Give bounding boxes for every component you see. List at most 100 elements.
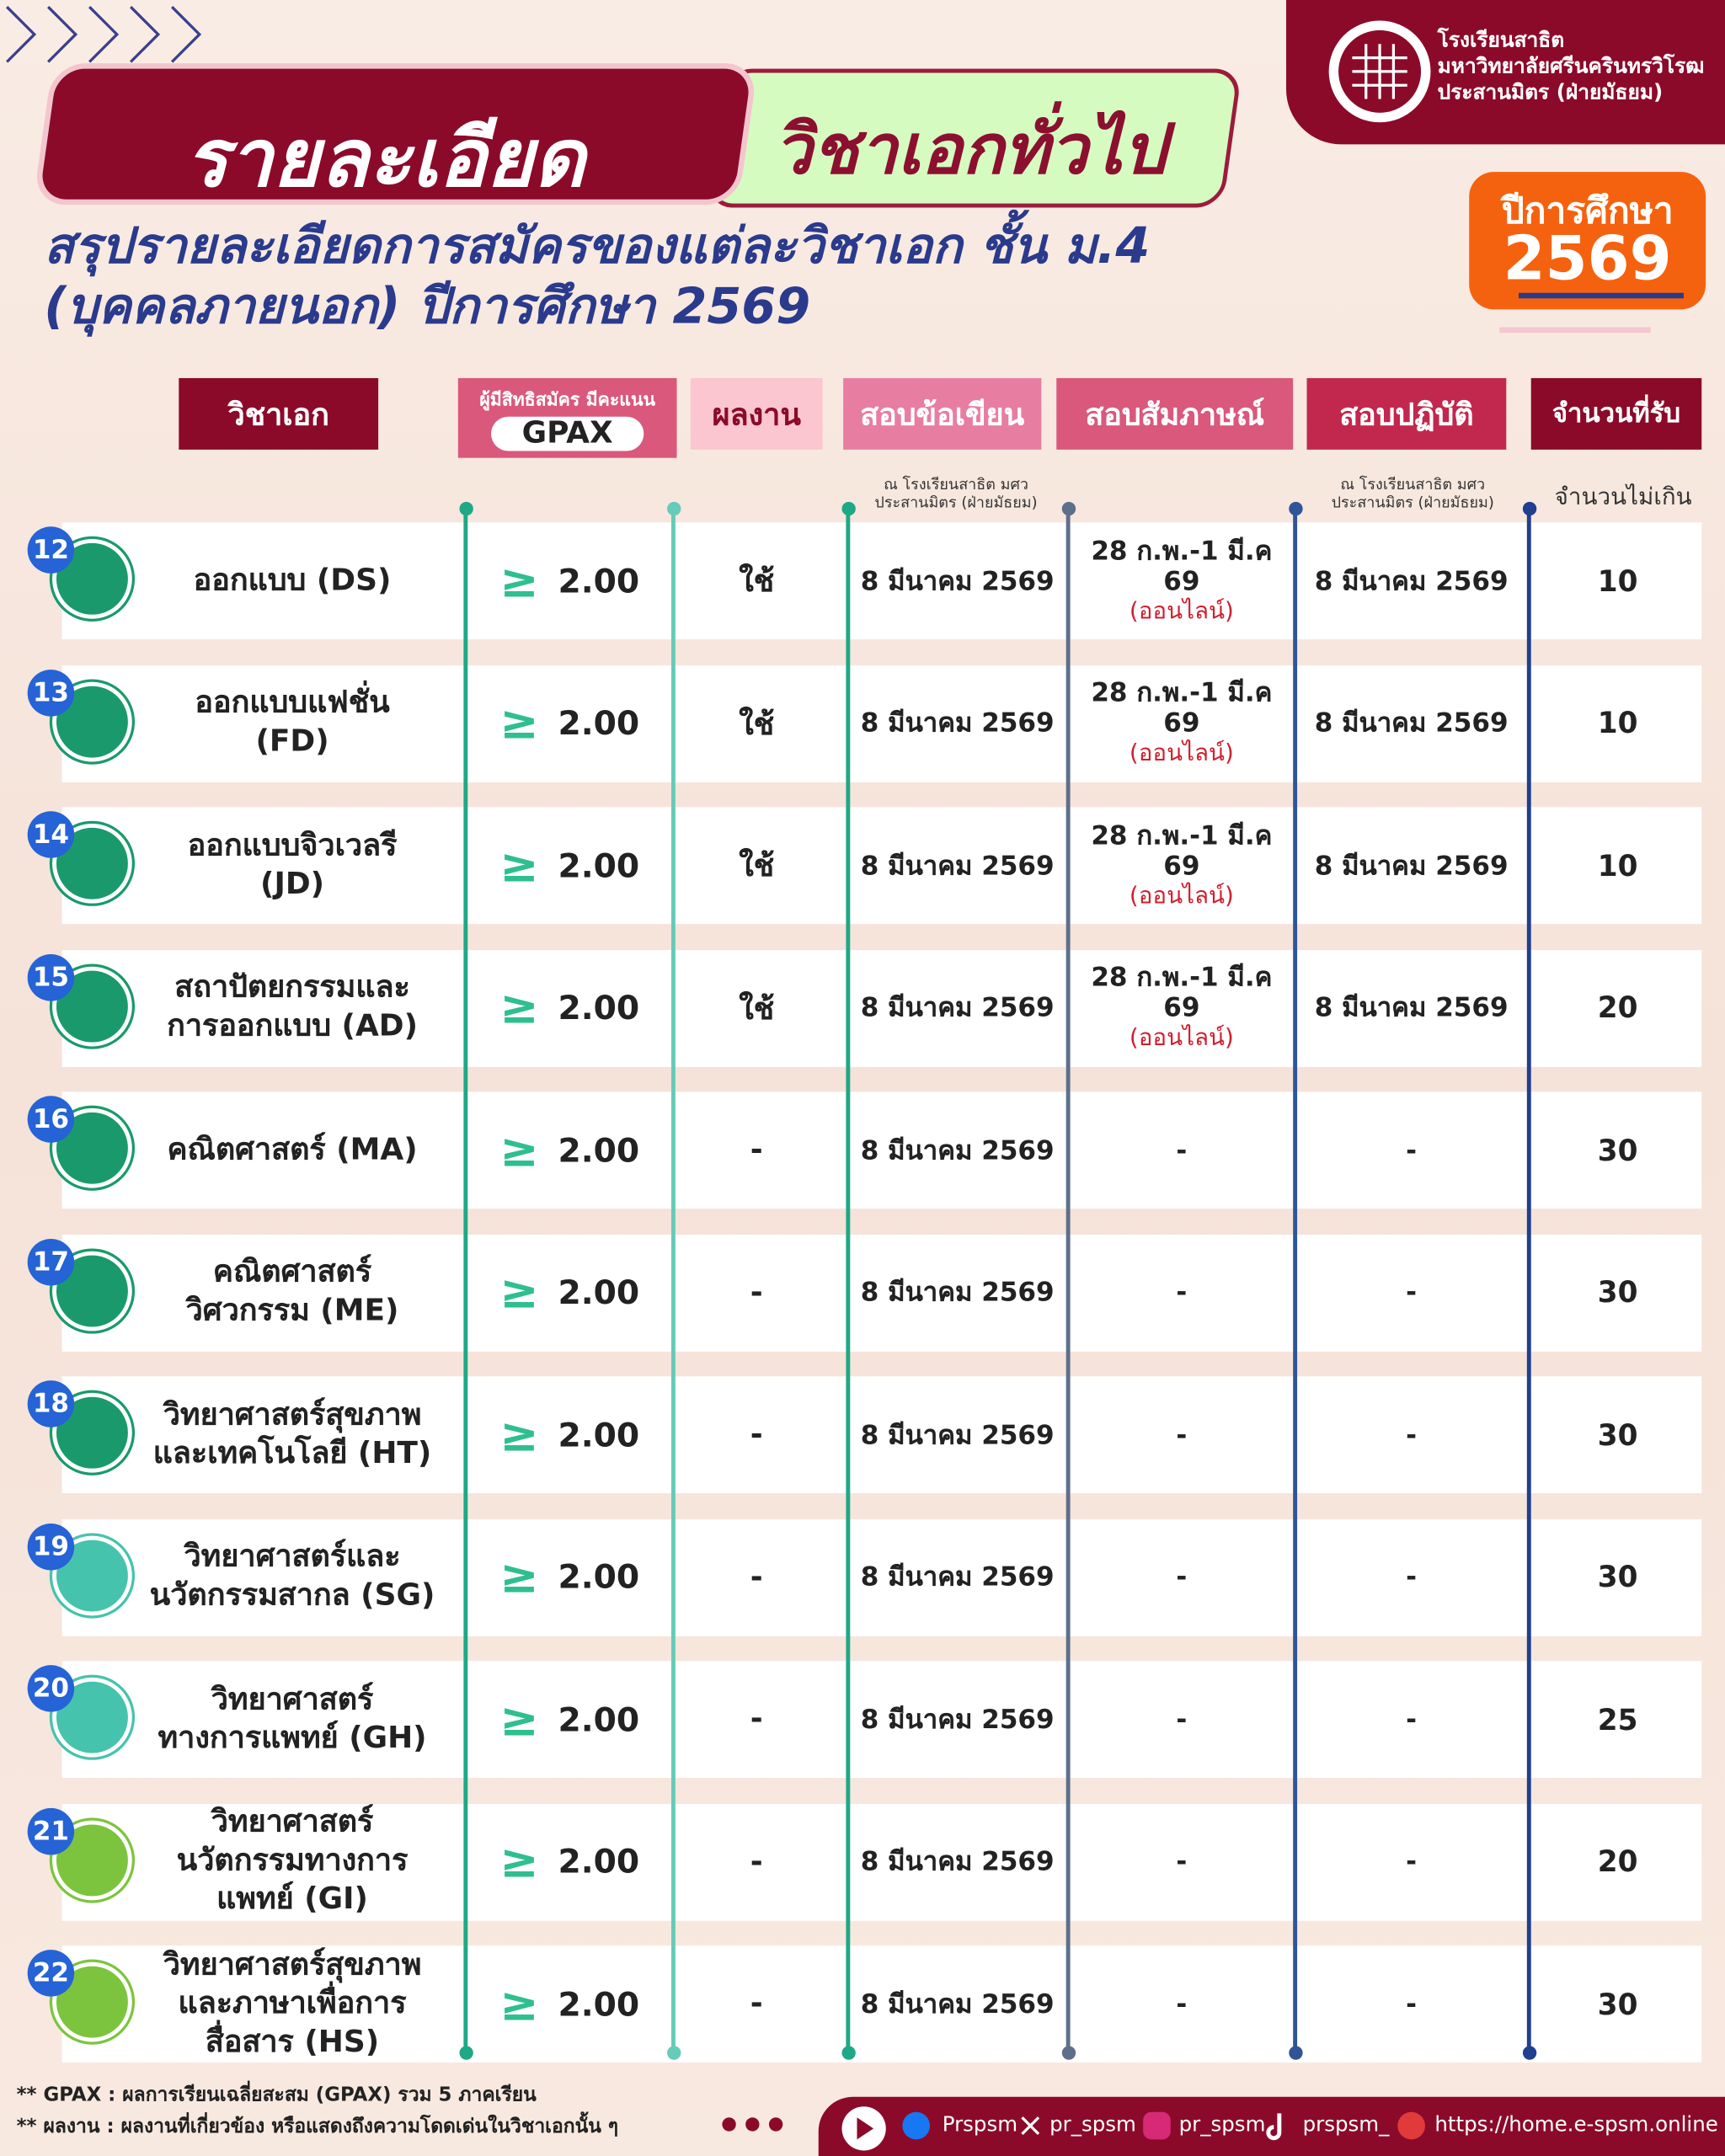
seats-text: 30 <box>1597 1276 1638 1310</box>
table-row: คณิตศาสตร์ วิศวกรรม (ME) ≥2.00-8 มีนาคม 25… <box>61 1234 1702 1352</box>
major-name-line: นวัตกรรมทางการ <box>176 1844 409 1879</box>
gpax-cell: ≥2.00 <box>467 1091 671 1209</box>
x-handle: pr_spsm <box>1049 2111 1136 2137</box>
practical: - <box>1300 1234 1523 1351</box>
major-name-line: วิทยาศาสตร์ <box>211 1682 374 1717</box>
interview-text: - <box>1176 1134 1188 1166</box>
note-line: ประสานมิตร (ฝ่ายมัธยม) <box>1331 494 1494 512</box>
play-icon <box>841 2106 886 2151</box>
table-row: ออกแบบ (DS) ≥2.00 ใช้ 8 มีนาคม 2569 28 ก.พ.-… <box>61 522 1702 640</box>
seats: 30 <box>1534 1234 1701 1351</box>
gpax-value: 2.00 <box>558 1130 640 1170</box>
practical-text: - <box>1406 1561 1418 1593</box>
header-practical: สอบปฏิบัติ <box>1306 377 1507 450</box>
written-text: 8 มีนาคม 2569 <box>860 1561 1055 1593</box>
interview: - <box>1071 1661 1294 1778</box>
column-divider <box>1060 501 1076 2060</box>
facebook-icon <box>902 2111 931 2140</box>
note-written: ณ โรงเรียนสาธิต มศว ประสานมิตร (ฝ่ายมัธย… <box>846 476 1065 511</box>
divider-dot <box>841 2046 856 2060</box>
note-line: ประสานมิตร (ฝ่ายมัธยม) <box>874 494 1038 512</box>
practical: - <box>1300 1661 1523 1778</box>
practical: 8 มีนาคม 2569 <box>1300 522 1523 639</box>
practical-text: 8 มีนาคม 2569 <box>1314 565 1509 596</box>
gpax-symbol: ≥ <box>499 1691 539 1748</box>
seats-text: 10 <box>1597 707 1638 740</box>
written: 8 มีนาคม 2569 <box>850 522 1065 639</box>
portfolio: ใช้ <box>688 949 825 1066</box>
portfolio: ใช้ <box>688 664 825 782</box>
gpax-value: 2.00 <box>558 561 640 600</box>
column-divider <box>1522 501 1536 2060</box>
practical-text: - <box>1406 1988 1418 2020</box>
seats: 30 <box>1534 1376 1701 1493</box>
major-name-line: คณิตศาสตร์ (MA) <box>167 1132 418 1167</box>
major-name-line: วิทยาศาสตร์สุขภาพ <box>163 1397 422 1433</box>
row-number: 14 <box>27 811 75 858</box>
major-name-line: และเทคโนโลยี (HT) <box>152 1436 432 1471</box>
practical: - <box>1300 1803 1523 1920</box>
interview-note: (ออนไลน์) <box>1129 739 1234 768</box>
written: 8 มีนาคม 2569 <box>850 1518 1065 1636</box>
gpax-cell: ≥2.00 <box>467 807 671 924</box>
gpax-note: ผู้มีสิทธิสมัคร มีคะแนน <box>479 390 655 412</box>
header-seats: จำนวนที่รับ <box>1530 377 1702 450</box>
portfolio: - <box>688 1376 825 1493</box>
practical: 8 มีนาคม 2569 <box>1300 664 1523 782</box>
school-name: โรงเรียนสาธิต มหาวิทยาลัยศรีนครินทรวิโรฒ… <box>1438 28 1705 106</box>
interview: 28 ก.พ.-1 มี.ค 69 (ออนไลน์) <box>1071 807 1294 924</box>
note-practical: ณ โรงเรียนสาธิต มศว ประสานมิตร (ฝ่ายมัธย… <box>1303 476 1523 511</box>
subtitle-line: (บุคคลภายนอก) ปีการศึกษา 2569 <box>44 279 811 336</box>
header-major: วิชาเอก <box>179 377 379 450</box>
major-name: วิทยาศาสตร์สุขภาพ และเทคโนโลยี (HT) <box>137 1376 446 1493</box>
written: 8 มีนาคม 2569 <box>850 1661 1065 1778</box>
row-number: 22 <box>27 1950 75 1997</box>
portfolio-text: ใช้ <box>739 565 775 600</box>
gpax-value: 2.00 <box>558 1273 640 1312</box>
row-number: 13 <box>27 669 75 716</box>
school-logo <box>1328 20 1431 123</box>
interview: - <box>1071 1376 1294 1493</box>
gpax-cell: ≥2.00 <box>467 1518 671 1636</box>
seats-text: 30 <box>1597 1561 1638 1594</box>
portfolio: - <box>688 1803 825 1920</box>
portfolio-text: - <box>750 1275 763 1310</box>
major-icon <box>52 1392 132 1473</box>
row-number: 18 <box>27 1380 75 1428</box>
interview: 28 ก.พ.-1 มี.ค 69 (ออนไลน์) <box>1071 664 1294 782</box>
row-number: 16 <box>27 1096 75 1143</box>
table-row: สถาปัตยกรรมและ การออกแบบ (AD) ≥2.00 ใช้ 8 มี… <box>61 949 1702 1067</box>
interview-text: 28 ก.พ.-1 มี.ค 69 <box>1091 962 1273 1023</box>
gpax-value: 2.00 <box>558 846 640 885</box>
major-name: คณิตศาสตร์ (MA) <box>137 1091 446 1209</box>
portfolio: ใช้ <box>688 807 825 924</box>
major-name-line: และภาษาเพื่อการ <box>178 1986 407 2021</box>
written: 8 มีนาคม 2569 <box>850 1091 1065 1209</box>
interview-text: - <box>1176 1277 1188 1308</box>
portfolio: - <box>688 1661 825 1778</box>
practical-text: 8 มีนาคม 2569 <box>1314 850 1509 881</box>
table-row: วิทยาศาสตร์สุขภาพ และภาษาเพื่อการ สื่อสาร … <box>61 1945 1702 2063</box>
written: 8 มีนาคม 2569 <box>850 1945 1065 2063</box>
deco-line <box>1499 327 1651 334</box>
seats: 10 <box>1534 664 1701 782</box>
seats: 25 <box>1534 1661 1701 1778</box>
interview-text: - <box>1176 1846 1188 1877</box>
school-line: มหาวิทยาลัยศรีนครินทรวิโรฒ <box>1437 53 1705 79</box>
interview-note: (ออนไลน์) <box>1129 1024 1234 1052</box>
table-row: วิทยาศาสตร์สุขภาพ และเทคโนโลยี (HT) ≥2.00-… <box>61 1376 1702 1494</box>
gpax-value: 2.00 <box>558 1415 640 1454</box>
row-number: 15 <box>27 953 75 1001</box>
seats-text: 30 <box>1597 1987 1638 2021</box>
major-icon <box>52 1107 132 1188</box>
row-number: 17 <box>27 1238 75 1285</box>
gpax-symbol: ≥ <box>499 1123 539 1178</box>
divider-dot <box>1288 2046 1302 2060</box>
gpax-cell: ≥2.00 <box>467 1945 671 2063</box>
footer-bar: Prspsm pr_spsm pr_spsm prspsm_ https://h… <box>818 2096 1725 2156</box>
divider-dot <box>666 2046 681 2060</box>
web-icon <box>1397 2111 1425 2140</box>
major-name: คณิตศาสตร์ วิศวกรรม (ME) <box>137 1234 446 1351</box>
portfolio-text: ใช้ <box>739 991 775 1027</box>
interview: - <box>1071 1945 1294 2063</box>
